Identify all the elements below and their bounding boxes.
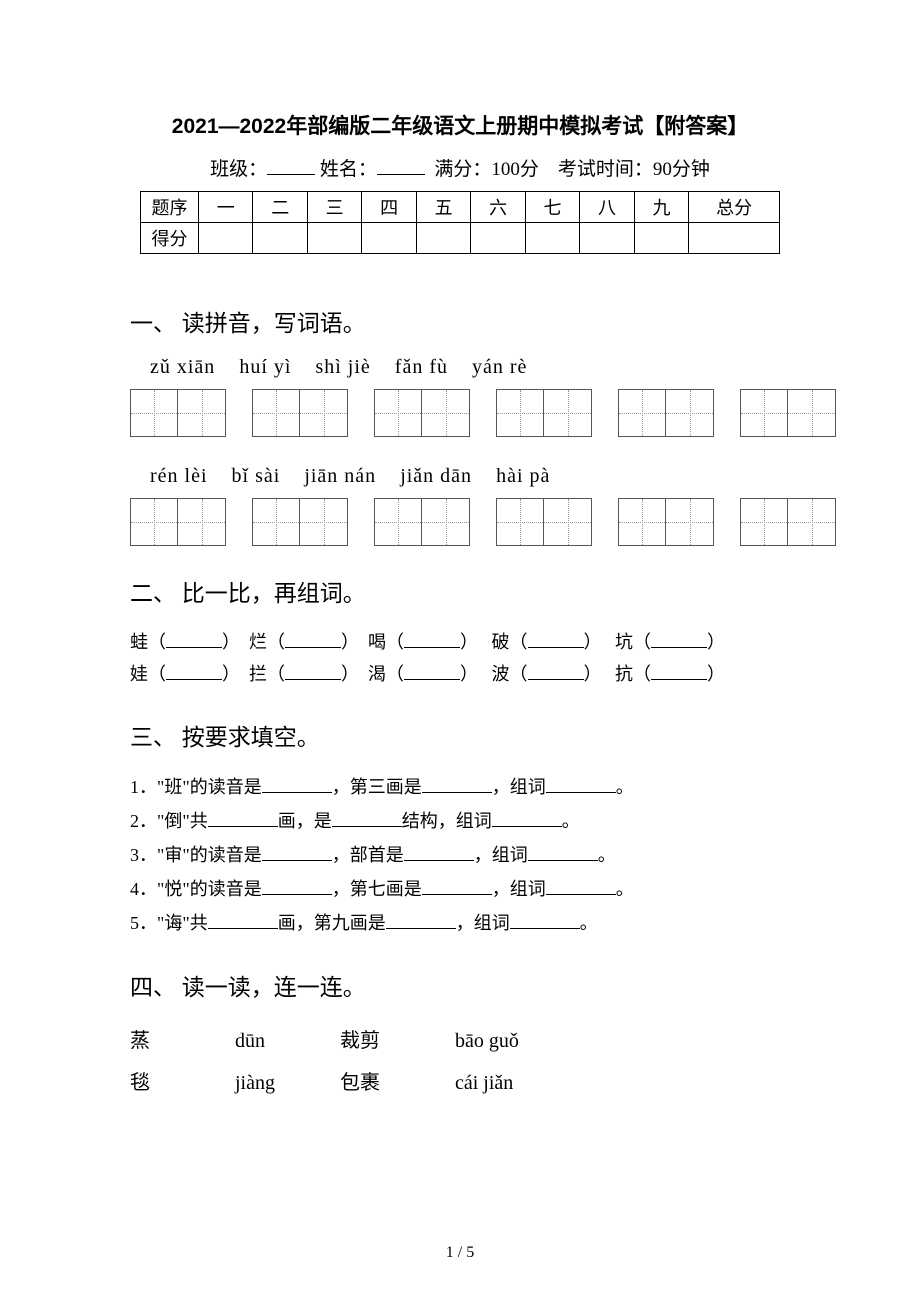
th: 九 bbox=[634, 192, 688, 223]
q2-row-2: 娃（） 拦（） 渴（） 波（） 抗（） bbox=[130, 658, 790, 690]
score-table: 题序 一 二 三 四 五 六 七 八 九 总分 得分 bbox=[140, 191, 780, 254]
td bbox=[416, 223, 470, 254]
class-label: 班级： bbox=[210, 159, 267, 180]
q2-char: 坑 bbox=[615, 626, 633, 658]
pinyin-word: jiǎn dān bbox=[400, 465, 472, 488]
q2-char: 破 bbox=[492, 626, 510, 658]
char-box bbox=[496, 389, 592, 437]
q2-char: 蛙 bbox=[130, 626, 148, 658]
q3-item: 2．"倒"共画，是结构，组词。 bbox=[130, 804, 790, 838]
pinyin-word: yán rè bbox=[472, 356, 527, 379]
th: 七 bbox=[525, 192, 579, 223]
q2-row-1: 蛙（） 烂（） 喝（） 破（） 坑（） bbox=[130, 626, 790, 658]
pinyin-word: fǎn fù bbox=[395, 356, 448, 379]
pinyin-word: huí yì bbox=[239, 356, 291, 379]
td-label: 得分 bbox=[141, 223, 199, 254]
exam-time: 考试时间：90分钟 bbox=[558, 159, 710, 180]
q4-cell: 裁剪 bbox=[340, 1020, 450, 1062]
td bbox=[199, 223, 253, 254]
q4-cell: bāo guǒ bbox=[455, 1020, 575, 1062]
q4-cell: 毯 bbox=[130, 1062, 230, 1104]
th: 五 bbox=[416, 192, 470, 223]
q4-row: 蒸 dūn 裁剪 bāo guǒ bbox=[130, 1020, 790, 1062]
q4-cell: jiàng bbox=[235, 1062, 335, 1104]
exam-title: 2021—2022年部编版二年级语文上册期中模拟考试【附答案】 bbox=[130, 110, 790, 140]
q2-char: 拦 bbox=[249, 658, 267, 690]
char-box bbox=[252, 498, 348, 546]
q4-cell: cái jiǎn bbox=[455, 1062, 575, 1104]
q3-items: 1．"班"的读音是，第三画是，组词。 2．"倒"共画，是结构，组词。 3．"审"… bbox=[130, 770, 790, 940]
th: 三 bbox=[307, 192, 361, 223]
char-box bbox=[374, 498, 470, 546]
th: 八 bbox=[580, 192, 634, 223]
td bbox=[362, 223, 416, 254]
th: 总分 bbox=[689, 192, 780, 223]
q3-item: 1．"班"的读音是，第三画是，组词。 bbox=[130, 770, 790, 804]
td bbox=[634, 223, 688, 254]
th: 一 bbox=[199, 192, 253, 223]
char-box bbox=[130, 498, 226, 546]
q3-heading: 三、 按要求填空。 bbox=[130, 718, 790, 752]
char-box bbox=[740, 389, 836, 437]
q4-cell: 蒸 bbox=[130, 1020, 230, 1062]
name-label: 姓名： bbox=[320, 159, 377, 180]
char-box bbox=[618, 389, 714, 437]
q3-item: 3．"审"的读音是，部首是，组词。 bbox=[130, 838, 790, 872]
q2-heading: 二、 比一比，再组词。 bbox=[130, 574, 790, 608]
table-row: 题序 一 二 三 四 五 六 七 八 九 总分 bbox=[141, 192, 780, 223]
q3-item: 4．"悦"的读音是，第七画是，组词。 bbox=[130, 872, 790, 906]
q4-heading: 四、 读一读，连一连。 bbox=[130, 968, 790, 1002]
q2-char: 喝 bbox=[368, 626, 386, 658]
q2-char: 娃 bbox=[130, 658, 148, 690]
pinyin-word: shì jiè bbox=[315, 356, 370, 379]
meta-line: 班级： 姓名： 满分：100分 考试时间：90分钟 bbox=[130, 154, 790, 181]
pinyin-word: rén lèi bbox=[150, 465, 208, 488]
full-score: 满分：100分 bbox=[434, 159, 539, 180]
pinyin-word: bǐ sài bbox=[232, 465, 281, 488]
char-box bbox=[618, 498, 714, 546]
th: 四 bbox=[362, 192, 416, 223]
q2-char: 抗 bbox=[615, 658, 633, 690]
th: 题序 bbox=[141, 192, 199, 223]
q1-heading: 一、 读拼音，写词语。 bbox=[130, 304, 790, 338]
th: 二 bbox=[253, 192, 307, 223]
q4-row: 毯 jiàng 包裹 cái jiǎn bbox=[130, 1062, 790, 1104]
q2-char: 渴 bbox=[368, 658, 386, 690]
pinyin-row-1: zǔ xiān huí yì shì jiè fǎn fù yán rè bbox=[150, 356, 790, 379]
page-number: 1 / 5 bbox=[0, 1244, 920, 1262]
q3-item: 5．"诲"共画，第九画是，组词。 bbox=[130, 906, 790, 940]
grid-row-1 bbox=[130, 389, 790, 437]
pinyin-row-2: rén lèi bǐ sài jiān nán jiǎn dān hài pà bbox=[150, 465, 790, 488]
q4-cell: 包裹 bbox=[340, 1062, 450, 1104]
name-blank bbox=[377, 156, 425, 175]
td bbox=[253, 223, 307, 254]
td bbox=[525, 223, 579, 254]
char-box bbox=[374, 389, 470, 437]
th: 六 bbox=[471, 192, 525, 223]
td bbox=[471, 223, 525, 254]
pinyin-word: zǔ xiān bbox=[150, 356, 215, 379]
td bbox=[689, 223, 780, 254]
grid-row-2 bbox=[130, 498, 790, 546]
q4-cell: dūn bbox=[235, 1020, 335, 1062]
q2-char: 波 bbox=[492, 658, 510, 690]
td bbox=[580, 223, 634, 254]
char-box bbox=[130, 389, 226, 437]
pinyin-word: jiān nán bbox=[304, 465, 376, 488]
td bbox=[307, 223, 361, 254]
class-blank bbox=[267, 156, 315, 175]
char-box bbox=[740, 498, 836, 546]
char-box bbox=[496, 498, 592, 546]
pinyin-word: hài pà bbox=[496, 465, 550, 488]
q2-char: 烂 bbox=[249, 626, 267, 658]
char-box bbox=[252, 389, 348, 437]
table-row: 得分 bbox=[141, 223, 780, 254]
